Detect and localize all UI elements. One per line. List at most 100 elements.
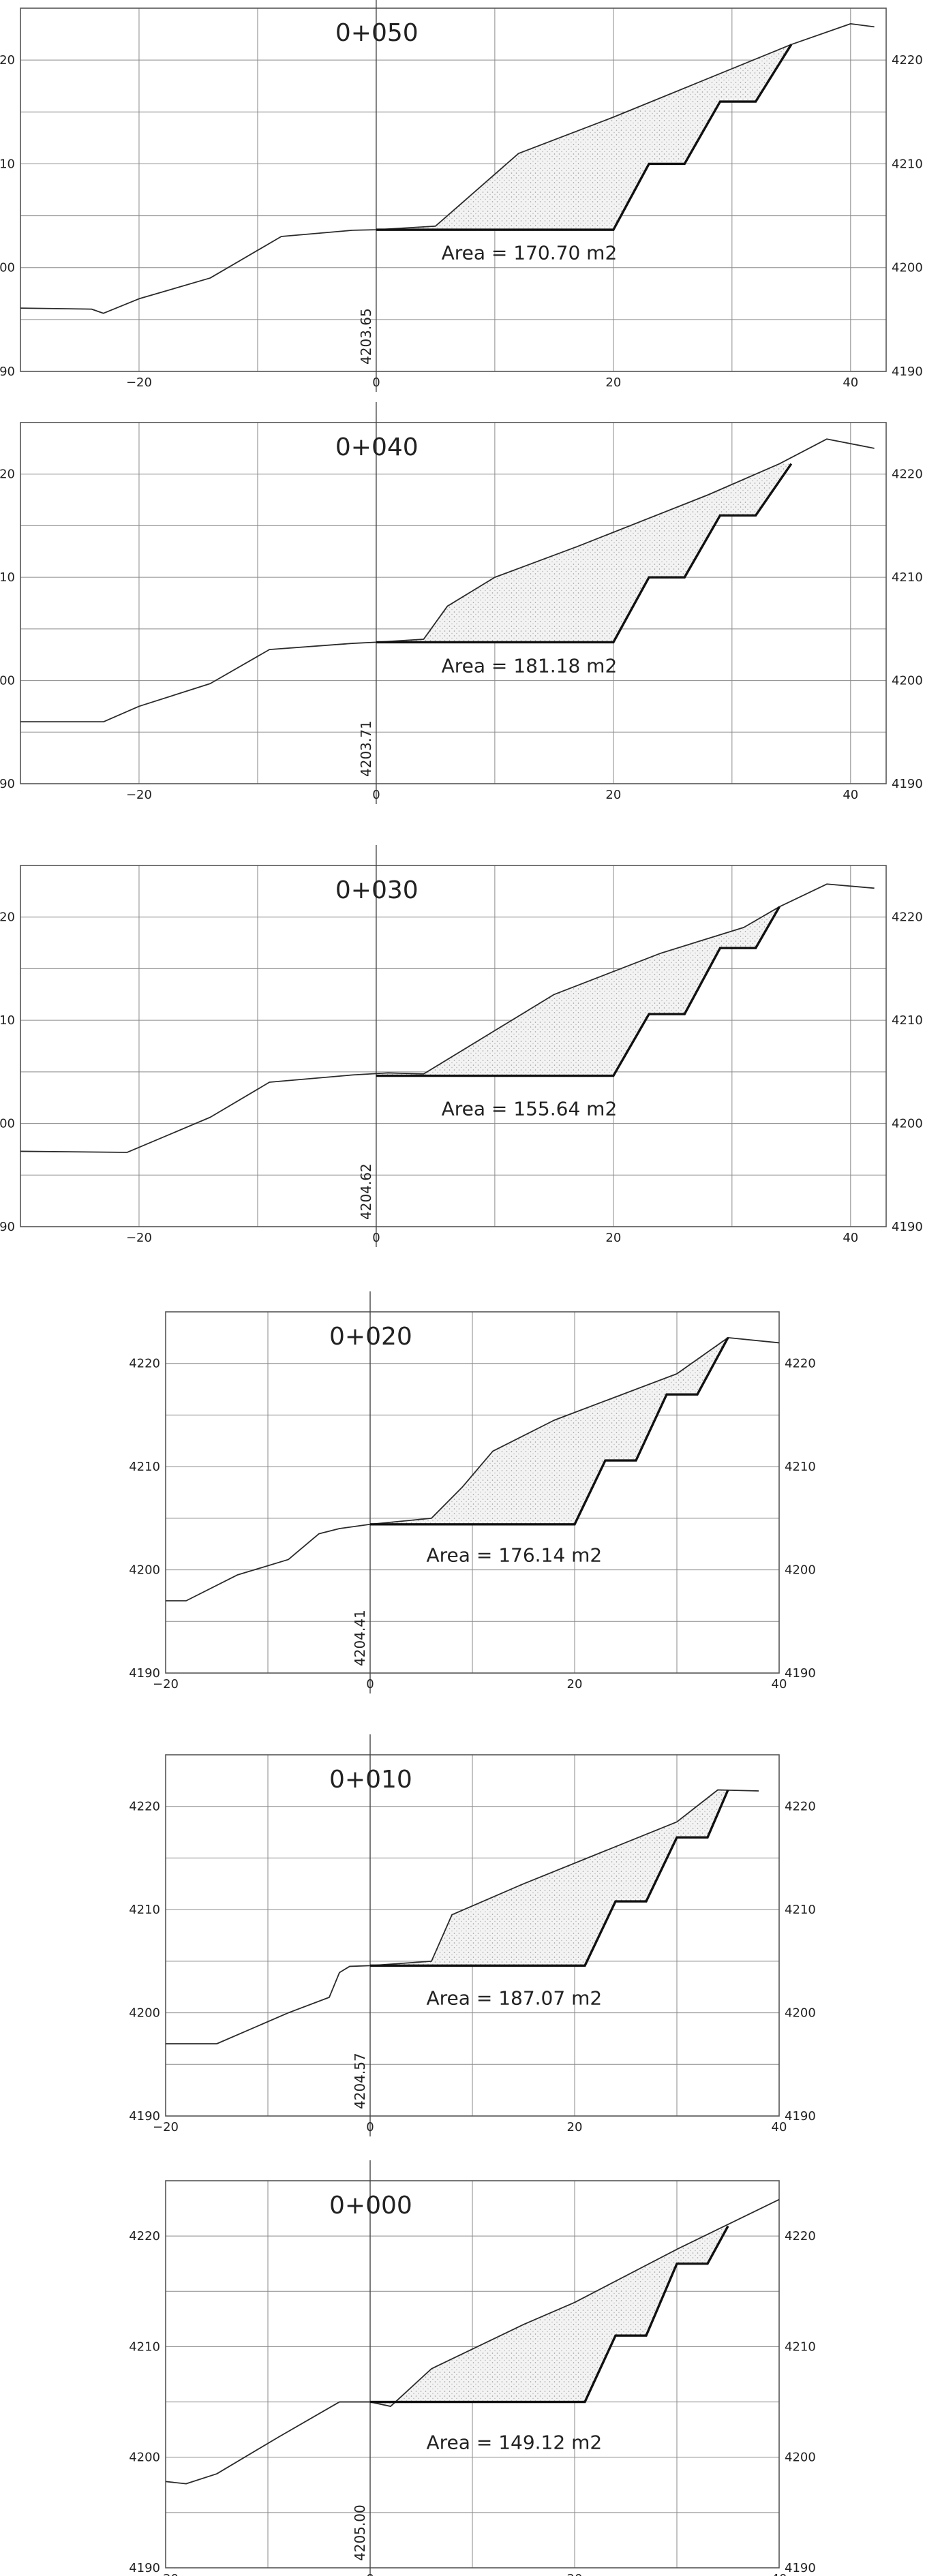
existing-ground-line xyxy=(166,1336,780,1601)
y-tick-label-right: 4220 xyxy=(892,53,923,67)
x-tick-label: 20 xyxy=(567,2120,583,2134)
x-tick-label: 20 xyxy=(605,1231,621,1245)
station-label: 0+020 xyxy=(329,1323,412,1351)
y-tick-label-left: 4200 xyxy=(129,1563,160,1578)
y-tick-label-right: 4200 xyxy=(785,2006,816,2021)
y-tick-label-left: 4210 xyxy=(129,1460,160,1474)
area-label: Area = 170.70 m2 xyxy=(442,242,618,264)
design-profile-line xyxy=(376,463,793,644)
centerline-elevation-label: 4204.62 xyxy=(358,1163,374,1220)
y-tick-label-right: 4190 xyxy=(892,365,923,379)
area-label: Area = 155.64 m2 xyxy=(442,1098,618,1120)
y-tick-label-left: 4200 xyxy=(0,261,15,275)
y-tick-label-left: 4220 xyxy=(0,910,15,925)
x-tick-label: 0 xyxy=(372,788,380,802)
centerline-elevation-label: 4204.41 xyxy=(352,1610,368,1666)
y-tick-label-left: 4220 xyxy=(129,2229,160,2243)
x-tick-label: 20 xyxy=(605,788,621,802)
y-tick-label-left: 4220 xyxy=(129,1357,160,1371)
x-tick-label: 0 xyxy=(372,1231,380,1245)
x-tick-label: 40 xyxy=(843,788,858,802)
design-profile-line xyxy=(370,2225,729,2404)
x-tick-label: 40 xyxy=(772,2572,787,2576)
design-profile-line xyxy=(376,906,780,1077)
y-tick-label-right: 4220 xyxy=(892,910,923,925)
y-tick-label-left: 4210 xyxy=(129,2340,160,2354)
y-tick-label-right: 4210 xyxy=(785,1903,816,1917)
x-tick-label: 0 xyxy=(366,1677,374,1691)
existing-ground-line xyxy=(165,2198,780,2485)
cross-section: −200204041904190420042004210421042204220… xyxy=(0,0,923,392)
y-tick-label-right: 4220 xyxy=(785,2229,816,2243)
x-tick-label: 40 xyxy=(772,1677,787,1691)
existing-ground-line xyxy=(20,883,875,1153)
section-frame xyxy=(165,1311,780,1674)
y-tick-label-right: 4220 xyxy=(785,1800,816,1814)
y-tick-label-left: 4200 xyxy=(129,2006,160,2021)
y-tick-label-right: 4200 xyxy=(892,1117,923,1131)
station-label: 0+010 xyxy=(329,1766,412,1794)
y-tick-label-right: 4210 xyxy=(892,570,923,585)
section-frame xyxy=(20,7,887,372)
y-tick-label-left: 4190 xyxy=(0,1220,15,1234)
cut-area-fill xyxy=(370,1337,728,1524)
x-tick-label: −20 xyxy=(153,1677,179,1691)
y-tick-label-right: 4190 xyxy=(892,777,923,791)
x-tick-label: 40 xyxy=(843,1231,858,1245)
x-tick-label: 40 xyxy=(772,2120,787,2134)
y-tick-label-right: 4200 xyxy=(785,1563,816,1578)
y-tick-label-right: 4210 xyxy=(892,1013,923,1028)
y-tick-label-right: 4190 xyxy=(785,2561,816,2575)
y-tick-label-left: 4190 xyxy=(129,1666,160,1681)
centerline-elevation-label: 4203.65 xyxy=(358,308,374,365)
cross-section: −200204041904190420042004210421042204220… xyxy=(129,2160,816,2576)
x-tick-label: 20 xyxy=(567,1677,583,1691)
x-tick-label: −20 xyxy=(153,2120,179,2134)
x-tick-label: 0 xyxy=(366,2572,374,2576)
y-tick-label-left: 4210 xyxy=(0,157,15,171)
x-tick-label: −20 xyxy=(126,375,152,390)
section-frame xyxy=(20,422,887,784)
y-tick-label-right: 4200 xyxy=(892,674,923,688)
x-tick-label: 0 xyxy=(372,375,380,390)
x-tick-label: 40 xyxy=(843,375,858,390)
existing-ground-line xyxy=(20,22,875,314)
y-tick-label-right: 4220 xyxy=(892,467,923,482)
y-tick-label-left: 4210 xyxy=(0,1013,15,1028)
y-tick-label-left: 4190 xyxy=(0,365,15,379)
x-tick-label: −20 xyxy=(126,788,152,802)
y-tick-label-right: 4190 xyxy=(785,2109,816,2123)
y-tick-label-right: 4220 xyxy=(785,1357,816,1371)
y-tick-label-right: 4210 xyxy=(785,1460,816,1474)
y-tick-label-left: 4200 xyxy=(129,2451,160,2465)
y-tick-label-left: 4200 xyxy=(0,674,15,688)
y-tick-label-left: 4220 xyxy=(0,53,15,67)
cut-area-fill xyxy=(370,2226,728,2407)
y-tick-label-left: 4190 xyxy=(129,2109,160,2123)
x-tick-label: −20 xyxy=(126,1231,152,1245)
cut-area-fill xyxy=(376,906,780,1076)
cross-section: −200204041904190420042004210421042204220… xyxy=(0,402,923,804)
y-tick-label-right: 4200 xyxy=(785,2451,816,2465)
y-tick-label-right: 4210 xyxy=(892,157,923,171)
cut-area-fill xyxy=(370,1790,728,1966)
area-label: Area = 176.14 m2 xyxy=(427,1544,603,1567)
centerline-elevation-label: 4203.71 xyxy=(358,720,374,777)
y-tick-label-left: 4190 xyxy=(129,2561,160,2575)
cross-section: −200204041904190420042004210421042204220… xyxy=(0,845,923,1247)
area-label: Area = 149.12 m2 xyxy=(427,2432,603,2454)
y-tick-label-right: 4210 xyxy=(785,2340,816,2354)
x-tick-label: −20 xyxy=(153,2572,179,2576)
section-frame xyxy=(20,865,887,1227)
design-profile-line xyxy=(370,1337,729,1526)
station-label: 0+050 xyxy=(335,19,419,47)
area-label: Area = 187.07 m2 xyxy=(427,1987,603,2010)
x-tick-label: 20 xyxy=(567,2572,583,2576)
y-tick-label-right: 4200 xyxy=(892,261,923,275)
design-profile-line xyxy=(370,1789,729,1967)
y-tick-label-left: 4220 xyxy=(0,467,15,482)
y-tick-label-right: 4190 xyxy=(892,1220,923,1234)
cut-area-fill xyxy=(376,463,791,643)
